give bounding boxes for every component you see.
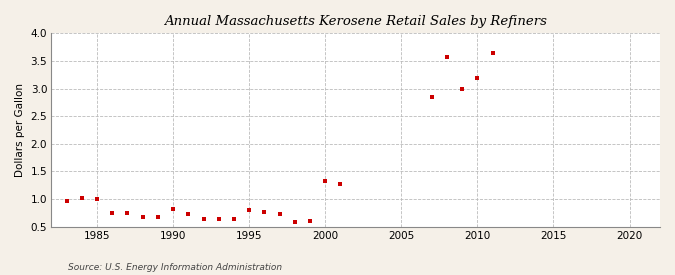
Y-axis label: Dollars per Gallon: Dollars per Gallon: [15, 83, 25, 177]
Text: Source: U.S. Energy Information Administration: Source: U.S. Energy Information Administ…: [68, 263, 281, 272]
Title: Annual Massachusetts Kerosene Retail Sales by Refiners: Annual Massachusetts Kerosene Retail Sal…: [164, 15, 547, 28]
